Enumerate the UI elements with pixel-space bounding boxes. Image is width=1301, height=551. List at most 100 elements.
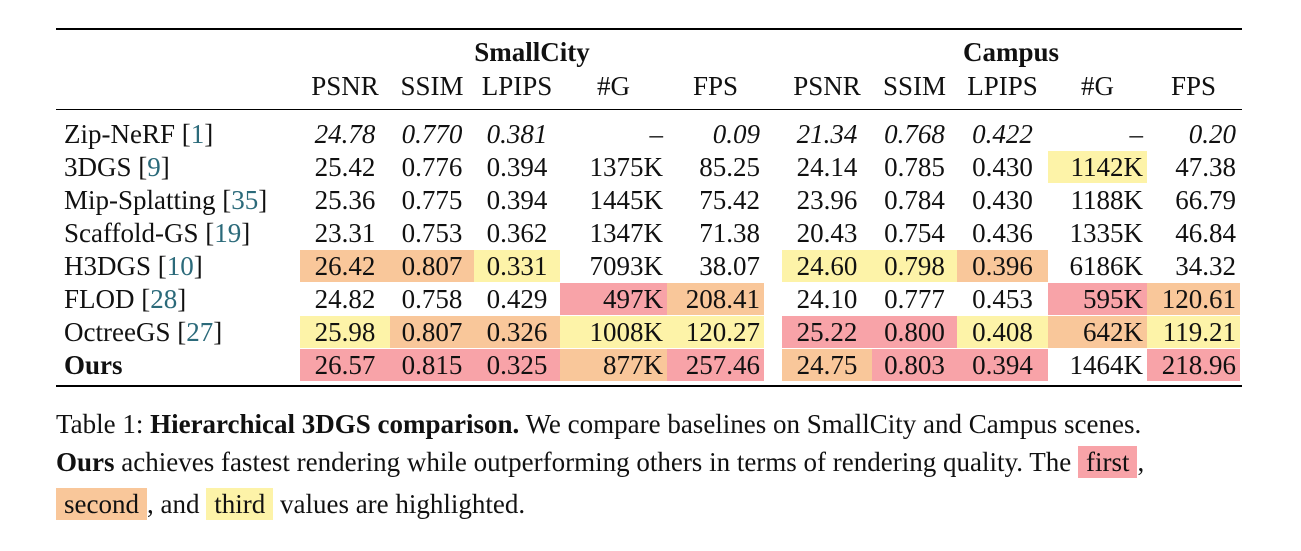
table-cell: – (1129, 119, 1144, 149)
table-cell: 0.09 (712, 119, 760, 149)
table-cell: 497K (560, 283, 667, 315)
table-cell: 24.60 (782, 250, 872, 282)
table-cell: 120.61 (1147, 283, 1240, 315)
table-cell: 24.14 (796, 152, 858, 182)
header-rule (56, 109, 1242, 110)
row-label: H3DGS [10] (64, 251, 203, 281)
table-cell: 0.807 (390, 250, 474, 282)
row-label: Scaffold-GS [19] (64, 218, 251, 248)
legend-first: first (1077, 446, 1138, 478)
table-cell: 0.800 (872, 316, 957, 348)
table-cell: 0.325 (474, 349, 560, 381)
table-cell: 0.362 (486, 218, 548, 248)
table-cell: 0.453 (972, 284, 1033, 314)
table-cell: 71.38 (699, 218, 760, 248)
table-cell: 0.331 (474, 250, 560, 282)
table-cell: 0.430 (972, 185, 1033, 215)
table-cell: 0.754 (884, 218, 945, 248)
caption-sentence-1: We compare baselines on SmallCity and Ca… (519, 409, 1142, 439)
citation-ref[interactable]: 9 (147, 152, 161, 182)
table-cell: 21.34 (796, 119, 858, 149)
table-cell: 218.96 (1147, 349, 1240, 381)
column-header-campus-psnr: PSNR (793, 71, 861, 101)
row-label: 3DGS [9] (64, 152, 170, 182)
column-header-smallcity-lpips: LPIPS (481, 71, 553, 101)
row-label: FLOD [28] (64, 284, 187, 314)
table-cell: 1445K (589, 185, 664, 215)
method-name: Ours (64, 350, 123, 380)
table-cell: 1375K (589, 152, 664, 182)
table-cell: 0.777 (884, 284, 945, 314)
citation-ref[interactable]: 28 (150, 284, 178, 314)
table-cell: 0.396 (957, 250, 1048, 282)
table-cell: 1464K (1069, 350, 1144, 380)
bottom-rule (56, 385, 1242, 387)
row-label: Zip-NeRF [1] (64, 119, 214, 149)
method-name: 3DGS (64, 152, 132, 182)
table-cell: 0.430 (972, 152, 1033, 182)
caption-prefix: Table 1: (56, 409, 151, 439)
table-cell: 85.25 (699, 152, 760, 182)
table-cell: 1335K (1069, 218, 1144, 248)
table-cell: 0.775 (401, 185, 463, 215)
table-cell: 25.98 (300, 316, 390, 348)
table-cell: 0.768 (884, 119, 945, 149)
table-cell: 0.784 (884, 185, 945, 215)
method-name: OctreeGS (64, 317, 171, 347)
table-cell: 24.75 (782, 349, 872, 381)
table-cell: 20.43 (796, 218, 858, 248)
table-cell: 26.57 (300, 349, 390, 381)
table-cell: 6186K (1069, 251, 1144, 281)
citation-ref[interactable]: 27 (186, 317, 214, 347)
table-cell: 0.408 (957, 316, 1048, 348)
table-cell: 24.10 (796, 284, 858, 314)
table-cell: 1008K (560, 316, 667, 348)
table-cell: 23.31 (314, 218, 376, 248)
table-cell: 24.82 (314, 284, 376, 314)
table-cell: 120.27 (667, 316, 764, 348)
table-cell: 46.84 (1175, 218, 1236, 248)
table-cell: 25.36 (314, 185, 376, 215)
table-cell: 0.394 (486, 152, 548, 182)
method-name: Zip-NeRF (64, 119, 175, 149)
citation-ref[interactable]: 10 (166, 251, 194, 281)
column-header-campus-lpips: LPIPS (967, 71, 1038, 101)
method-name: FLOD (64, 284, 135, 314)
table-cell: 0.785 (884, 152, 945, 182)
table-cell: 0.753 (401, 218, 463, 248)
column-header-smallcity-ssim: SSIM (400, 71, 464, 101)
table-cell: 23.96 (796, 185, 858, 215)
table-cell: 0.20 (1188, 119, 1236, 149)
method-name: H3DGS (64, 251, 152, 281)
table-cell: 7093K (589, 251, 664, 281)
column-header-campus-gg: #G (1081, 71, 1114, 101)
row-label: Mip-Splatting [35] (64, 185, 268, 215)
table-cell: 0.429 (486, 284, 548, 314)
table-cell: 595K (1048, 283, 1147, 315)
caption-comma: , (1137, 447, 1145, 477)
table-cell: 75.42 (699, 185, 760, 215)
caption-line-2: Ours achieves fastest rendering while ou… (56, 446, 1144, 478)
table-cell: 0.381 (486, 119, 548, 149)
table-cell: 1142K (1048, 151, 1147, 183)
table-cell: 1188K (1070, 185, 1144, 215)
caption-ours: Ours (56, 447, 115, 477)
table-cell: 38.07 (699, 251, 760, 281)
caption-sentence-2: achieves fastest rendering while outperf… (114, 447, 1078, 477)
citation-ref[interactable]: 35 (231, 185, 259, 215)
citation-ref[interactable]: 19 (214, 218, 242, 248)
table-cell: 642K (1048, 316, 1147, 348)
caption-title: Hierarchical 3DGS comparison. (150, 409, 520, 439)
table-cell: 0.436 (972, 218, 1033, 248)
table-cell: 25.22 (782, 316, 872, 348)
table-cell: 257.46 (667, 349, 764, 381)
top-rule (56, 28, 1242, 30)
table-cell: 34.32 (1175, 251, 1236, 281)
column-header-campus-fps: FPS (1170, 71, 1217, 101)
table-cell: 0.770 (401, 119, 463, 149)
row-label: OctreeGS [27] (64, 317, 223, 347)
table-cell: 25.42 (314, 152, 376, 182)
citation-ref[interactable]: 1 (190, 119, 205, 149)
table-cell: 877K (560, 349, 667, 381)
legend-third: third (206, 488, 274, 520)
